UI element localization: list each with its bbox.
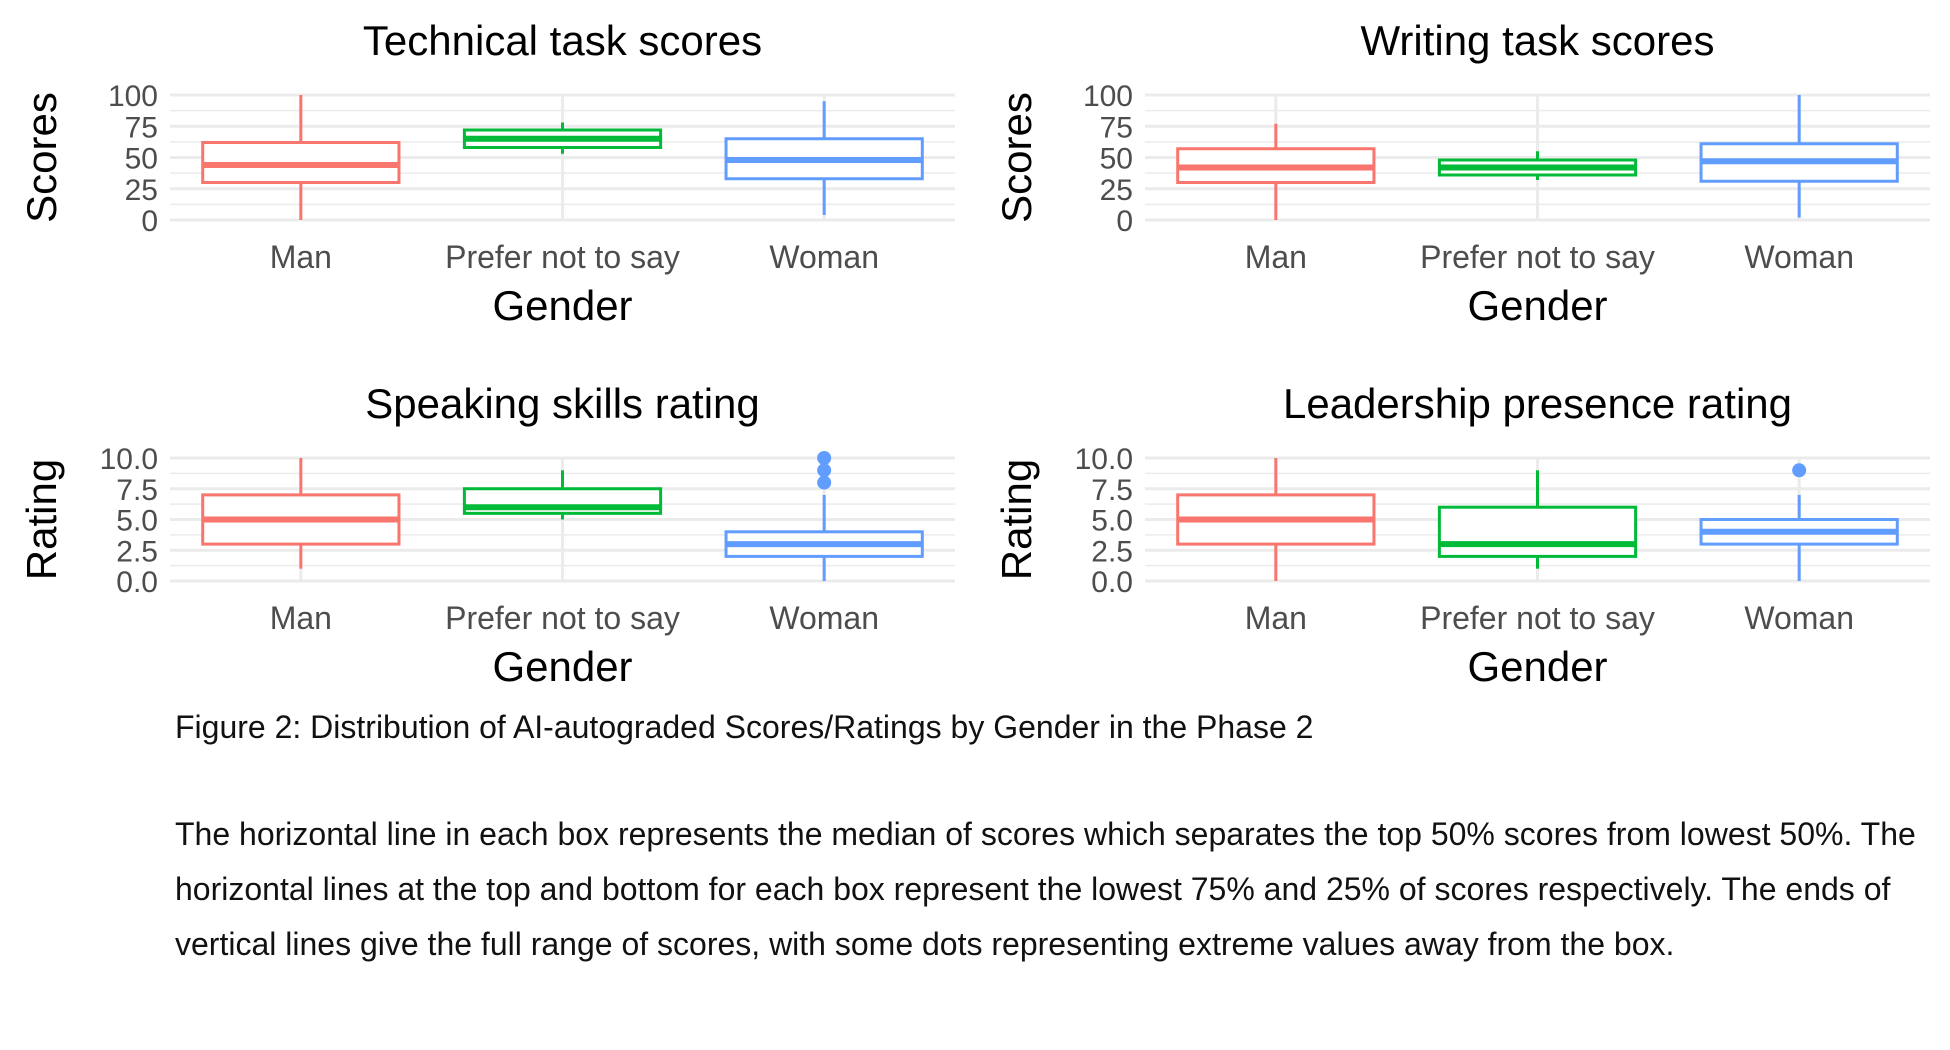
y-tick-label: 25 (1100, 174, 1133, 207)
x-axis-title: Gender (492, 643, 632, 690)
y-tick-label: 0.0 (116, 566, 158, 599)
x-axis-title: Gender (1467, 282, 1607, 329)
panel-title: Technical task scores (363, 17, 762, 64)
y-tick-label: 7.5 (116, 474, 158, 507)
y-tick-label: 100 (1083, 80, 1133, 113)
box-woman (1699, 463, 1899, 581)
box-man (201, 458, 401, 569)
x-axis-title: Gender (1467, 643, 1607, 690)
y-tick-label: 10.0 (100, 443, 158, 476)
panel-title: Writing task scores (1361, 17, 1715, 64)
box-man (201, 95, 401, 220)
y-tick-label: 5.0 (116, 505, 158, 538)
panel-leadership-presence-rating: 0.02.55.07.510.0 Man Prefer not to say Woma… (993, 380, 1930, 690)
box-woman (724, 101, 924, 215)
y-axis-title: Scores (993, 92, 1040, 223)
y-tick-label: 10.0 (1075, 443, 1133, 476)
panel-speaking-skills-rating: 0.02.55.07.510.0 Man Prefer not to say Woma… (18, 380, 955, 690)
figure-caption: Figure 2: Distribution of AI-autograded … (175, 709, 1314, 745)
y-tick-label: 0.0 (1091, 566, 1133, 599)
x-axis-title: Gender (492, 282, 632, 329)
outlier-point (817, 463, 832, 478)
box-prefer-not-to-say (1437, 470, 1638, 569)
y-tick-label: 2.5 (116, 535, 158, 568)
y-tick-label: 25 (125, 174, 158, 207)
y-tick-label: 100 (108, 80, 158, 113)
x-tick-label: Man (270, 239, 332, 275)
outlier-point (817, 475, 832, 490)
x-tick-label: Woman (1744, 239, 1854, 275)
box-woman (724, 451, 924, 581)
x-tick-label: Prefer not to say (1420, 239, 1655, 275)
figure-caption-block: Figure 2: Distribution of AI-autograded … (175, 700, 1935, 972)
x-tick-label: Woman (1744, 600, 1854, 636)
panel-title: Leadership presence rating (1283, 380, 1792, 427)
y-tick-label: 50 (125, 143, 158, 176)
box-prefer-not-to-say (462, 470, 663, 520)
x-tick-label: Prefer not to say (445, 600, 680, 636)
box-prefer-not-to-say (1437, 151, 1638, 180)
y-axis-title: Scores (18, 92, 65, 223)
box-man (1176, 458, 1376, 581)
iqr-box (1437, 505, 1638, 558)
y-tick-label: 7.5 (1091, 474, 1133, 507)
x-tick-label: Woman (769, 600, 879, 636)
y-axis-title: Rating (993, 459, 1040, 580)
x-tick-label: Prefer not to say (1420, 600, 1655, 636)
x-tick-label: Man (1245, 239, 1307, 275)
y-axis-title: Rating (18, 459, 65, 580)
outlier-point (817, 451, 832, 465)
y-tick-label: 50 (1100, 143, 1133, 176)
box-man (1176, 123, 1376, 220)
y-tick-label: 0 (141, 205, 158, 238)
y-tick-label: 5.0 (1091, 505, 1133, 538)
x-tick-label: Woman (769, 239, 879, 275)
x-tick-label: Man (1245, 600, 1307, 636)
y-tick-label: 2.5 (1091, 535, 1133, 568)
y-tick-label: 75 (1100, 111, 1133, 144)
y-tick-label: 75 (125, 111, 158, 144)
figure-note: The horizontal line in each box represen… (175, 816, 1916, 962)
box-prefer-not-to-say (462, 122, 663, 154)
x-tick-label: Prefer not to say (445, 239, 680, 275)
x-tick-label: Man (270, 600, 332, 636)
panel-title: Speaking skills rating (365, 380, 760, 427)
outlier-point (1792, 463, 1807, 478)
box-woman (1699, 95, 1899, 218)
y-tick-label: 0 (1116, 205, 1133, 238)
